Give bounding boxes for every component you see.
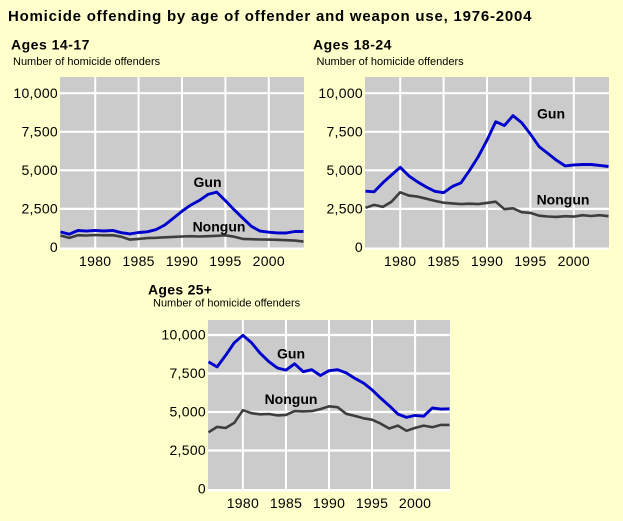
svg-text:0: 0 xyxy=(198,481,206,497)
svg-text:2000: 2000 xyxy=(399,495,431,511)
svg-text:Nongun: Nongun xyxy=(193,219,246,235)
svg-text:7,500: 7,500 xyxy=(326,124,363,140)
svg-text:7,500: 7,500 xyxy=(169,365,206,381)
svg-text:Number of homicide offenders: Number of homicide offenders xyxy=(153,298,301,310)
svg-text:Ages 25+: Ages 25+ xyxy=(148,282,212,298)
svg-text:Number of homicide offenders: Number of homicide offenders xyxy=(317,56,465,68)
svg-text:1980: 1980 xyxy=(384,253,416,269)
svg-text:10,000: 10,000 xyxy=(13,85,58,101)
svg-text:1990: 1990 xyxy=(471,253,503,269)
svg-text:0: 0 xyxy=(50,239,58,255)
svg-text:0: 0 xyxy=(355,239,363,255)
svg-text:2,500: 2,500 xyxy=(326,201,363,217)
svg-text:2000: 2000 xyxy=(253,253,285,269)
svg-text:1995: 1995 xyxy=(356,495,388,511)
svg-text:Ages 18-24: Ages 18-24 xyxy=(313,37,392,53)
svg-text:1980: 1980 xyxy=(79,253,111,269)
svg-text:2,500: 2,500 xyxy=(21,201,58,217)
svg-text:Nongun: Nongun xyxy=(537,192,590,208)
svg-text:7,500: 7,500 xyxy=(21,124,58,140)
svg-text:10,000: 10,000 xyxy=(161,327,206,343)
svg-text:Ages 14-17: Ages 14-17 xyxy=(11,37,90,53)
svg-text:2000: 2000 xyxy=(558,253,590,269)
svg-text:5,000: 5,000 xyxy=(326,162,363,178)
svg-text:Gun: Gun xyxy=(194,174,222,190)
svg-text:1985: 1985 xyxy=(122,253,154,269)
svg-text:1990: 1990 xyxy=(313,495,345,511)
svg-text:5,000: 5,000 xyxy=(169,404,206,420)
svg-text:Gun: Gun xyxy=(277,346,305,362)
svg-text:Homicide offending by age of o: Homicide offending by age of offender an… xyxy=(8,8,532,25)
svg-text:1995: 1995 xyxy=(209,253,241,269)
svg-text:Nongun: Nongun xyxy=(265,391,318,407)
svg-text:1985: 1985 xyxy=(270,495,302,511)
svg-text:1995: 1995 xyxy=(514,253,546,269)
svg-text:Number of homicide offenders: Number of homicide offenders xyxy=(13,56,161,68)
svg-text:5,000: 5,000 xyxy=(21,162,58,178)
svg-text:10,000: 10,000 xyxy=(318,85,363,101)
svg-text:1985: 1985 xyxy=(427,253,459,269)
svg-text:2,500: 2,500 xyxy=(169,442,206,458)
svg-text:1990: 1990 xyxy=(166,253,198,269)
svg-text:Gun: Gun xyxy=(537,106,565,122)
svg-text:1980: 1980 xyxy=(227,495,259,511)
